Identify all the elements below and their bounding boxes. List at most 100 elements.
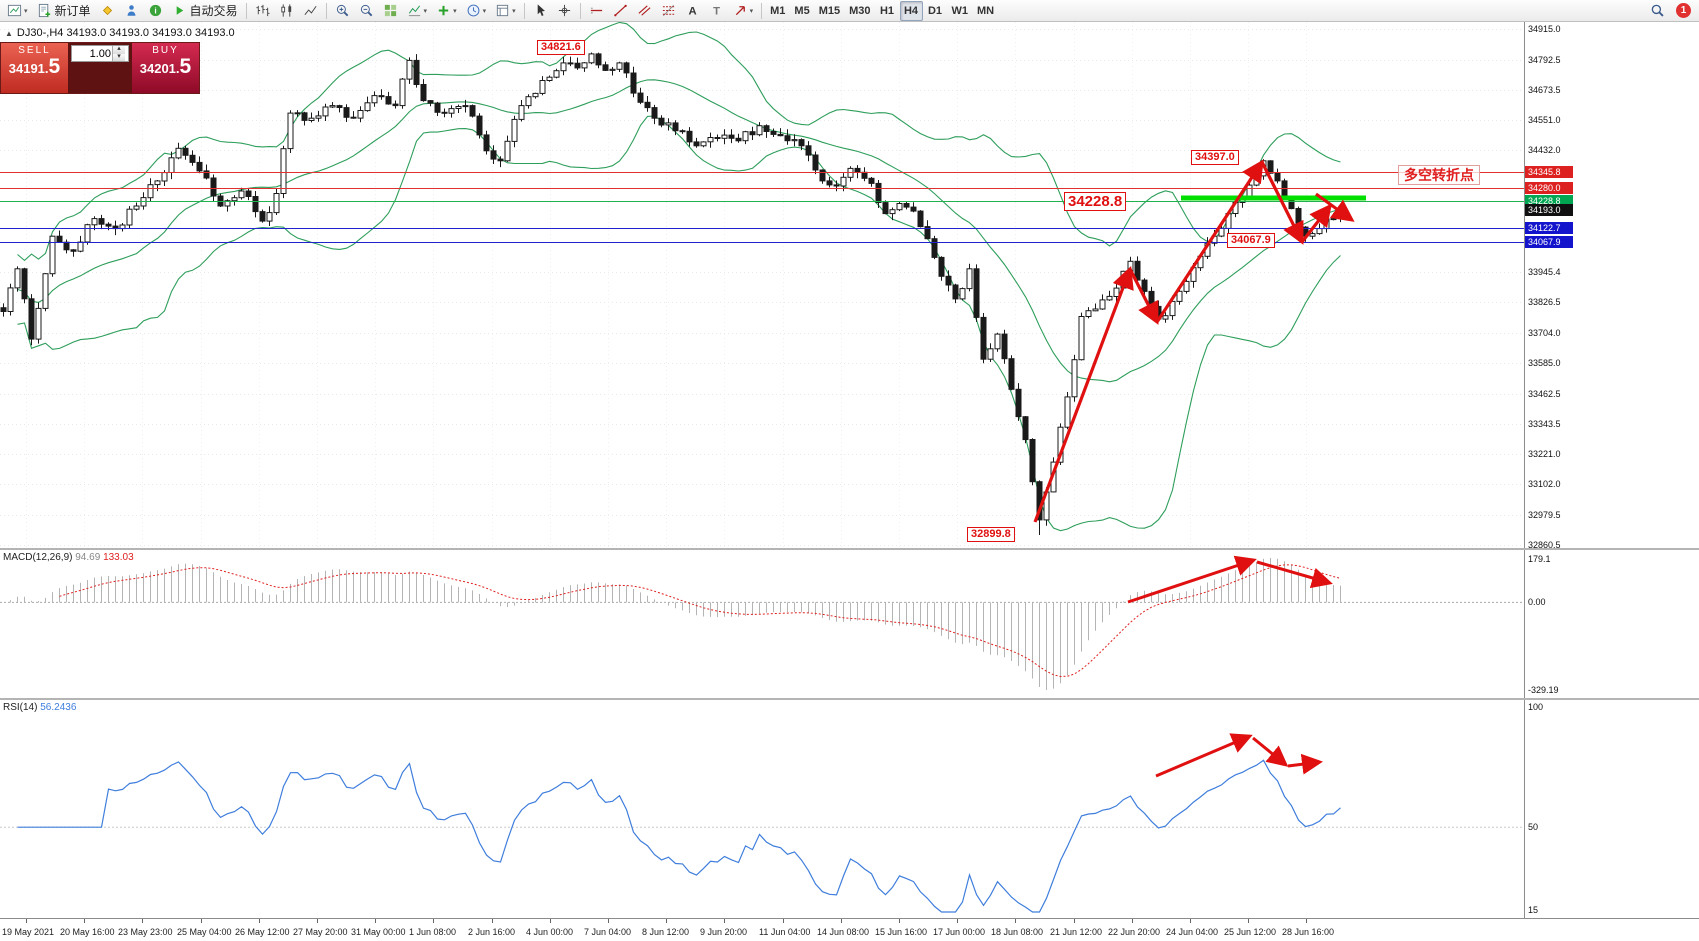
time-axis[interactable]: 19 May 2021 20 May 16:00 23 May 23:00 25 Ma…: [0, 918, 1699, 941]
search-icon[interactable]: [1646, 1, 1669, 21]
metaeditor-button[interactable]: [96, 1, 119, 21]
timeframe-mn-button[interactable]: MN: [977, 4, 995, 17]
price-axis[interactable]: 34915.0 34792.5 34673.5 34551.0 34432.0 33945…: [1524, 22, 1698, 550]
price-chart[interactable]: [0, 22, 1524, 548]
time-axis-tick: [550, 919, 551, 923]
timeframe-m15-button[interactable]: M15: [818, 4, 841, 17]
time-axis-label: 20 May 16:00: [60, 927, 115, 937]
line-chart-button[interactable]: [299, 1, 322, 21]
time-axis-label: 7 Jun 04:00: [584, 927, 632, 937]
rsi-plot: [0, 733, 1524, 913]
time-axis-tick: [1015, 919, 1016, 923]
chart-page-icon: [7, 4, 22, 17]
price-axis-tick: 33462.5: [1528, 389, 1561, 399]
price-axis-tick: 34673.5: [1528, 85, 1561, 95]
fibonacci-button[interactable]: [657, 1, 680, 21]
timeframe-m5-button[interactable]: M5: [794, 4, 810, 17]
timeframe-h1-button[interactable]: H1: [879, 4, 895, 17]
price-axis-tick: 33704.0: [1528, 328, 1561, 338]
volume-input[interactable]: [72, 46, 112, 61]
bar-chart-button[interactable]: [251, 1, 274, 21]
zoom-out-icon: [360, 4, 372, 17]
time-axis-tick: [201, 919, 202, 923]
new-order-button[interactable]: 新订单: [33, 1, 95, 21]
timeframe-d1-button[interactable]: D1: [927, 4, 943, 17]
time-axis-label: 31 May 00:00: [351, 927, 406, 937]
one-click-trading-widget: SELL 34191.5 ▴ ▾ BUY 34201.5: [0, 42, 200, 94]
time-axis-tick: [1306, 919, 1307, 923]
arrow-ne-icon: [735, 6, 745, 16]
play-icon: [176, 6, 183, 15]
zoom-in-button[interactable]: [331, 1, 354, 21]
time-axis-tick: [259, 919, 260, 923]
time-axis-label: 19 May 2021: [2, 927, 55, 937]
periods-button[interactable]: ▾: [462, 1, 491, 21]
price-axis-tick: 33585.0: [1528, 358, 1561, 368]
price-level-chip: 34280.0: [1525, 182, 1573, 194]
rsi-panel[interactable]: 100 50 15 RSI(14) 56.2436: [0, 698, 1699, 918]
buy-price: 34201. 5: [139, 55, 192, 78]
templates-button[interactable]: ▾: [491, 1, 520, 21]
macd-axis: 179.1 0.00 -329.19: [1524, 550, 1698, 698]
time-axis-label: 8 Jun 12:00: [642, 927, 690, 937]
collapse-icon[interactable]: ▲: [5, 28, 13, 38]
time-axis-tick: [375, 919, 376, 923]
time-axis-tick: [26, 919, 27, 923]
price-axis-tick: 32860.5: [1528, 540, 1561, 550]
help-button[interactable]: i: [144, 1, 167, 21]
svg-text:T: T: [713, 6, 720, 18]
trendline-button[interactable]: [609, 1, 632, 21]
timeframe-m1-button[interactable]: M1: [770, 4, 786, 17]
price-axis-tick: 34792.5: [1528, 55, 1561, 65]
rsi-label: RSI(14) 56.2436: [3, 702, 77, 713]
text-t-icon: T: [713, 6, 720, 18]
time-axis-label: 22 Jun 20:00: [1108, 927, 1161, 937]
time-axis-tick: [142, 919, 143, 923]
text-button[interactable]: A: [681, 1, 704, 21]
toolbar-right: 1: [1646, 1, 1691, 21]
template-icon: [496, 4, 509, 17]
time-axis-tick: [608, 919, 609, 923]
new-chart-button[interactable]: ▾: [3, 1, 32, 21]
buy-label: BUY: [152, 45, 179, 56]
diamond-icon: [102, 5, 112, 16]
horizontal-line-button[interactable]: [585, 1, 608, 21]
time-axis-label: 21 Jun 12:00: [1050, 927, 1103, 937]
zoom-out-button[interactable]: [355, 1, 378, 21]
indicators-button[interactable]: ▾: [403, 1, 432, 21]
time-axis-tick: [492, 919, 493, 923]
macd-plot: [0, 555, 1524, 690]
time-axis-tick: [666, 919, 667, 923]
macd-panel[interactable]: 179.1 0.00 -329.19 MACD(12,26,9) 94.69 133…: [0, 548, 1699, 698]
arrows-button[interactable]: ▾: [729, 1, 758, 21]
toolbar-separator: [245, 2, 247, 19]
time-axis-tick: [1248, 919, 1249, 923]
time-axis-tick: [1074, 919, 1075, 923]
market-watch-button[interactable]: [120, 1, 143, 21]
toolbar-separator: [761, 2, 763, 19]
price-axis-tick: 34432.0: [1528, 145, 1561, 155]
candlestick-chart-button[interactable]: [275, 1, 298, 21]
time-axis-label: 14 Jun 08:00: [817, 927, 870, 937]
autotrading-button[interactable]: 自动交易: [168, 1, 242, 21]
time-axis-label: 27 May 20:00: [293, 927, 348, 937]
volume-down-button[interactable]: ▾: [113, 53, 125, 61]
tile-icon: [384, 4, 396, 17]
crosshair-button[interactable]: [553, 1, 576, 21]
equidistant-channel-button[interactable]: [633, 1, 656, 21]
tile-windows-button[interactable]: [379, 1, 402, 21]
toolbar-buttons: ▾ 新订单 i 自动交易 ▾ ▾ ▾ ▾ A T ▾ M1 M5 M15 M30 H1 H4 D1 W1 MN: [3, 0, 998, 21]
timeframe-w1-button[interactable]: W1: [951, 4, 969, 17]
timeframe-m30-button[interactable]: M30: [849, 4, 871, 17]
add-object-button[interactable]: ▾: [432, 1, 461, 21]
sell-price: 34191. 5: [8, 55, 61, 78]
volume-up-button[interactable]: ▴: [113, 45, 125, 54]
sell-button[interactable]: SELL 34191. 5: [1, 43, 68, 93]
buy-button[interactable]: BUY 34201. 5: [132, 43, 199, 93]
price-level-chip: 34193.0: [1525, 204, 1573, 216]
price-axis-tick: 33343.5: [1528, 419, 1561, 429]
notification-badge[interactable]: 1: [1676, 3, 1691, 18]
cursor-button[interactable]: [529, 1, 552, 21]
label-button[interactable]: T: [705, 1, 728, 21]
timeframe-h4-button[interactable]: H4: [899, 0, 923, 21]
